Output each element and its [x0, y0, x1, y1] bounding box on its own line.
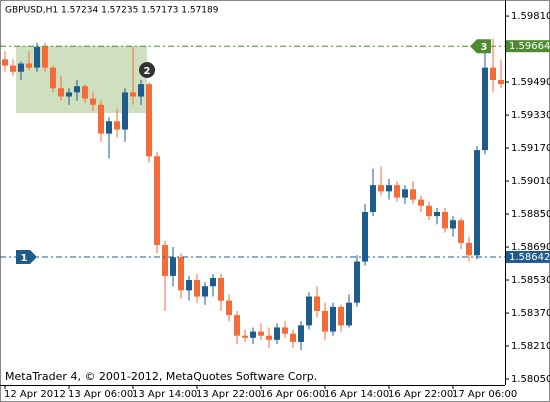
candle-body [338, 306, 344, 326]
candle-body [162, 244, 168, 276]
candle-body [18, 63, 24, 72]
candle-body [370, 185, 376, 212]
candle-body [234, 315, 240, 336]
level-marker [16, 249, 37, 264]
annotation-marker [139, 62, 155, 78]
candle-body [426, 205, 432, 217]
candle-body [258, 331, 264, 336]
candle-body [50, 67, 56, 89]
candle-body [58, 88, 64, 97]
level-label: 1.59664 [509, 41, 550, 52]
y-tick-label: 1.58530 [511, 275, 550, 286]
candle-body [226, 300, 232, 316]
candle-body [410, 189, 416, 200]
y-tick-label: 1.59330 [511, 110, 550, 121]
x-tick-label: 16 Apr 22:00 [388, 389, 453, 400]
candle-body [442, 211, 448, 229]
y-tick-label: 1.59490 [511, 77, 550, 88]
candle-body [346, 302, 352, 326]
level-label-box [506, 250, 550, 263]
candle-body [10, 65, 16, 72]
candle-body [274, 327, 280, 340]
y-tick-label: 1.58690 [511, 242, 550, 253]
candle-body [122, 92, 128, 130]
candle-body [402, 189, 408, 198]
level-label: 1.58642 [509, 252, 550, 263]
candle-body [210, 277, 216, 287]
y-tick-label: 1.58050 [511, 374, 550, 385]
candle-body [178, 257, 184, 291]
x-tick-label: 13 Apr 06:00 [68, 389, 133, 400]
x-tick-label: 13 Apr 22:00 [196, 389, 261, 400]
x-tick-label: 16 Apr 06:00 [260, 389, 325, 400]
x-tick-label: 12 Apr 2012 [4, 389, 66, 400]
candle-body [290, 333, 296, 342]
annotation-text: 2 [144, 66, 151, 77]
candle-body [2, 59, 8, 66]
candle-body [482, 67, 488, 151]
candle-body [354, 261, 360, 303]
y-tick-label: 1.59010 [511, 176, 550, 187]
candle-body [298, 325, 304, 342]
y-tick-label: 1.58210 [511, 341, 550, 352]
x-tick-label: 17 Apr 06:00 [452, 389, 517, 400]
candle-body [114, 121, 120, 130]
candle-body [458, 220, 464, 243]
candle-body [330, 306, 336, 332]
candle-body [466, 242, 472, 256]
candle-body [394, 185, 400, 198]
candle-body [34, 47, 40, 68]
x-tick-label: 16 Apr 14:00 [324, 389, 389, 400]
level-marker-text: 3 [481, 42, 488, 53]
candle-body [242, 335, 248, 338]
candle-body [266, 335, 272, 340]
candle-body [450, 220, 456, 229]
candle-body [66, 92, 72, 97]
candle-body [146, 84, 152, 157]
candle-body [362, 211, 368, 262]
footer: MetaTrader 4, © 2001-2012, MetaQuotes So… [5, 370, 317, 383]
candle-body [154, 156, 160, 245]
y-tick-label: 1.58370 [511, 308, 550, 319]
candle-body [74, 86, 80, 93]
candle-body [202, 286, 208, 297]
candle-body [250, 331, 256, 338]
candle-body [322, 310, 328, 332]
level-marker [470, 39, 491, 54]
candle-body [106, 121, 112, 134]
candle-body [474, 150, 480, 256]
candle-body [186, 280, 192, 291]
candle-body [378, 185, 384, 192]
candle-body [282, 327, 288, 334]
candle-body [82, 86, 88, 99]
y-tick-label: 1.58850 [511, 209, 550, 220]
level-marker-text: 1 [21, 253, 28, 264]
candle-body [138, 84, 144, 97]
y-tick-label: 1.59170 [511, 143, 550, 154]
candle-body [218, 277, 224, 301]
candle-body [194, 280, 200, 297]
candle-body [418, 199, 424, 206]
candle-body [314, 296, 320, 311]
candle-body [98, 104, 104, 134]
candle-body [170, 257, 176, 276]
y-tick-label: 1.59810 [511, 11, 550, 22]
candle-body [130, 92, 136, 97]
candle-body [498, 80, 504, 85]
candle-body [434, 211, 440, 217]
candle-body [386, 185, 392, 192]
chart-title: GBPUSD,H1 1.57234 1.57235 1.57173 1.5718… [5, 6, 219, 16]
candle-body [42, 47, 48, 68]
candle-body [490, 67, 496, 81]
candle-body [26, 63, 32, 68]
candle-body [306, 296, 312, 326]
candle-body [90, 98, 96, 105]
x-tick-label: 13 Apr 14:00 [132, 389, 197, 400]
level-label-box [506, 40, 550, 53]
